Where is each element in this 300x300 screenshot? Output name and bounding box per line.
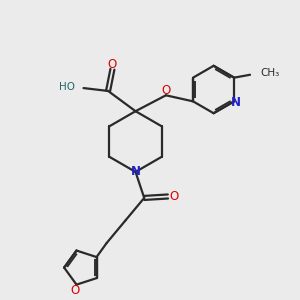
Text: O: O bbox=[108, 58, 117, 70]
Text: N: N bbox=[130, 165, 140, 178]
Text: O: O bbox=[161, 84, 170, 97]
Text: HO: HO bbox=[59, 82, 75, 92]
Text: O: O bbox=[169, 190, 178, 203]
Text: O: O bbox=[70, 284, 80, 297]
Text: N: N bbox=[231, 96, 241, 109]
Text: CH₃: CH₃ bbox=[260, 68, 279, 78]
